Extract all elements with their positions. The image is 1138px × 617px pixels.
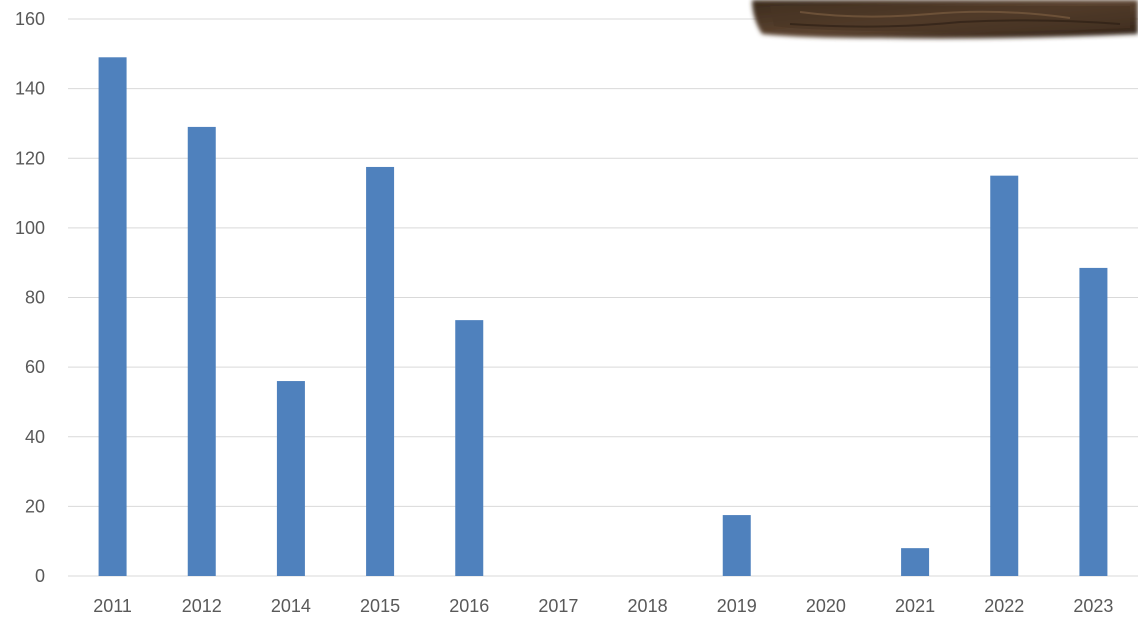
x-tick-label-2021: 2021 <box>895 596 935 616</box>
y-tick-label: 100 <box>15 218 45 238</box>
y-tick-label: 20 <box>25 496 45 516</box>
y-tick-label: 160 <box>15 9 45 29</box>
y-tick-label: 40 <box>25 427 45 447</box>
x-tick-label-2023: 2023 <box>1073 596 1113 616</box>
x-tick-label-2017: 2017 <box>538 596 578 616</box>
bar-2016 <box>455 320 484 576</box>
soil-photo-fragment <box>752 0 1138 39</box>
y-tick-label: 120 <box>15 148 45 168</box>
bar-2021 <box>901 548 930 576</box>
x-tick-label-2011: 2011 <box>93 596 132 616</box>
x-tick-label-2020: 2020 <box>806 596 846 616</box>
y-tick-label: 0 <box>35 566 45 586</box>
y-tick-label: 80 <box>25 288 45 308</box>
y-tick-label: 60 <box>25 357 45 377</box>
x-tick-label-2018: 2018 <box>628 596 668 616</box>
x-axis-tick-labels: 2011 2012 2014 2015 2016 2017 2018 2019 2020 2021… <box>93 596 1113 616</box>
bar-2011 <box>98 57 127 576</box>
bars <box>98 57 1108 576</box>
x-tick-label-2022: 2022 <box>984 596 1024 616</box>
bar-2023 <box>1079 267 1108 576</box>
bar-2019 <box>722 515 751 576</box>
x-tick-label-2015: 2015 <box>360 596 400 616</box>
y-axis-tick-labels: 0 20 40 60 80 100 120 140 160 <box>15 9 45 586</box>
bar-2015 <box>366 166 395 576</box>
bar-2014 <box>276 381 305 576</box>
x-tick-label-2012: 2012 <box>182 596 222 616</box>
x-tick-label-2016: 2016 <box>449 596 489 616</box>
bar-2022 <box>990 175 1019 576</box>
x-tick-label-2014: 2014 <box>271 596 311 616</box>
x-tick-label-2019: 2019 <box>717 596 757 616</box>
y-tick-label: 140 <box>15 79 45 99</box>
gridlines <box>68 18 1138 577</box>
bar-2012 <box>187 126 216 576</box>
